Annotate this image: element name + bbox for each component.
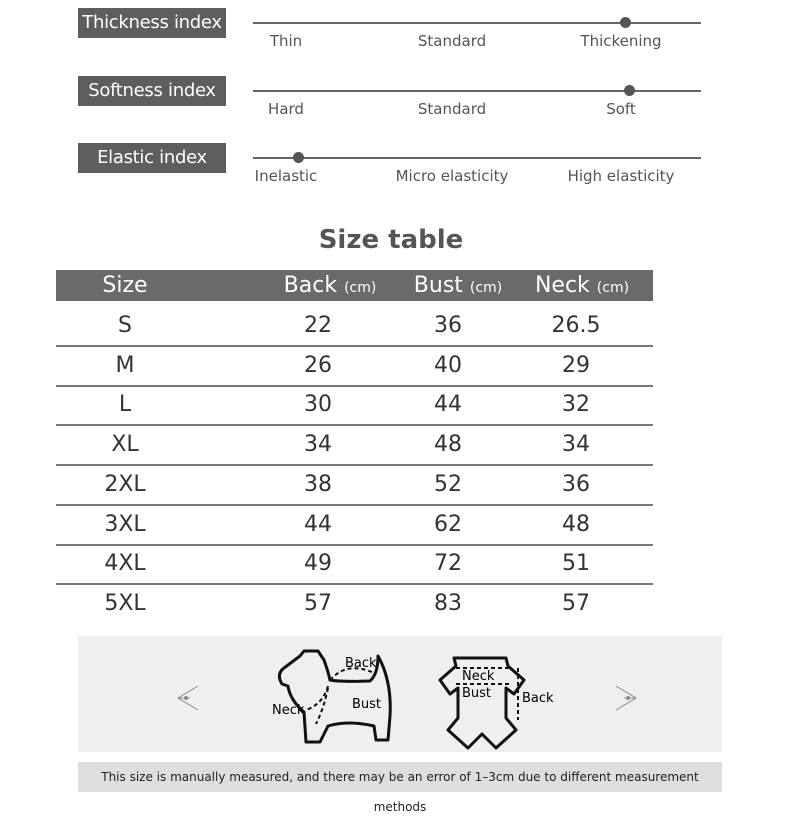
table-cell: 36	[434, 313, 462, 338]
table-cell: 44	[434, 392, 462, 418]
index-level-marker	[624, 85, 636, 96]
table-cell: 62	[434, 511, 462, 537]
table-row: 3XL 44 62 48	[56, 506, 653, 546]
index-option: Thickening	[580, 32, 662, 50]
dog-back-label: Back	[345, 656, 377, 671]
garment-neck-label: Neck	[462, 669, 495, 684]
table-row: S 22 36 26.5	[56, 307, 653, 347]
table-cell: 52	[434, 471, 462, 497]
table-cell: 29	[562, 352, 590, 378]
header-neck: Neck (cm)	[534, 273, 630, 298]
size-table-header: Size Back (cm) Bust (cm) Neck (cm)	[56, 270, 653, 301]
table-cell: 34	[304, 432, 332, 458]
table-cell: 51	[562, 551, 590, 577]
index-level-marker	[619, 17, 631, 28]
table-cell: 57	[562, 590, 590, 616]
index-option: Standard	[417, 100, 487, 118]
table-cell: 26	[304, 352, 332, 378]
dog-bust-label: Bust	[352, 697, 381, 712]
index-scale-line	[253, 157, 701, 159]
table-row: 5XL 57 83 57	[56, 585, 653, 625]
table-cell: S	[118, 313, 132, 338]
index-option: Standard	[417, 32, 487, 50]
garment-bust-label: Bust	[462, 686, 491, 701]
table-cell: 36	[562, 471, 590, 497]
index-row: Softness index Hard Standard Soft	[0, 76, 800, 136]
table-cell: 83	[434, 590, 462, 616]
dog-neck-label: Neck	[272, 703, 305, 718]
header-back: Back (cm)	[283, 273, 377, 298]
table-row: L 30 44 32	[56, 386, 653, 427]
table-cell: 30	[304, 392, 332, 418]
table-row: M 26 40 29	[56, 347, 653, 387]
header-bust: Bust (cm)	[413, 273, 503, 298]
table-cell: 44	[304, 511, 332, 537]
index-option: Thin	[269, 32, 303, 50]
garment-outline-icon	[438, 656, 526, 750]
index-option: Hard	[268, 100, 304, 118]
index-label: Softness index	[78, 76, 226, 106]
index-label: Thickness index	[78, 8, 226, 38]
table-row: 4XL 49 72 51	[56, 545, 653, 586]
left-arrow-icon	[177, 685, 199, 711]
table-cell: 49	[304, 551, 332, 577]
table-cell: XL	[111, 432, 139, 458]
table-cell: 38	[304, 471, 332, 497]
table-cell: 4XL	[104, 551, 146, 577]
table-cell: 26.5	[551, 313, 601, 338]
index-scale-line	[253, 90, 701, 92]
index-option: Micro elasticity	[395, 167, 509, 185]
index-row: Thickness index Thin Standard Thickening	[0, 8, 800, 68]
table-cell: 40	[434, 352, 462, 378]
index-label: Elastic index	[78, 143, 226, 173]
table-cell: 57	[304, 590, 332, 616]
header-size: Size	[102, 273, 148, 298]
index-row: Elastic index Inelastic Micro elasticity H…	[0, 143, 800, 203]
table-cell: 32	[562, 392, 590, 418]
table-cell: 5XL	[104, 590, 146, 616]
garment-back-label: Back	[522, 691, 554, 706]
table-row: XL 34 48 34	[56, 426, 653, 467]
index-option: Soft	[606, 100, 636, 118]
table-cell: 3XL	[104, 511, 146, 537]
table-cell: 72	[434, 551, 462, 577]
measurement-diagram: Back Neck Bust Neck Bust Back	[78, 636, 722, 752]
table-cell: L	[118, 392, 132, 418]
table-cell: 48	[434, 432, 462, 458]
index-option: Inelastic	[254, 167, 318, 185]
index-option: High elasticity	[567, 167, 675, 185]
right-arrow-icon	[615, 685, 637, 711]
index-scale-line	[253, 22, 701, 24]
table-row: 2XL 38 52 36	[56, 466, 653, 506]
measurement-note: This size is manually measured, and ther…	[78, 762, 722, 814]
index-level-marker	[292, 152, 304, 163]
size-table-title: Size table	[318, 225, 464, 255]
table-cell: 22	[304, 313, 332, 338]
table-cell: 48	[562, 511, 590, 537]
measurement-illustration: Back Neck Bust Neck Bust Back	[177, 649, 637, 750]
table-cell: M	[115, 352, 135, 378]
table-cell: 34	[562, 432, 590, 458]
table-cell: 2XL	[104, 471, 146, 497]
